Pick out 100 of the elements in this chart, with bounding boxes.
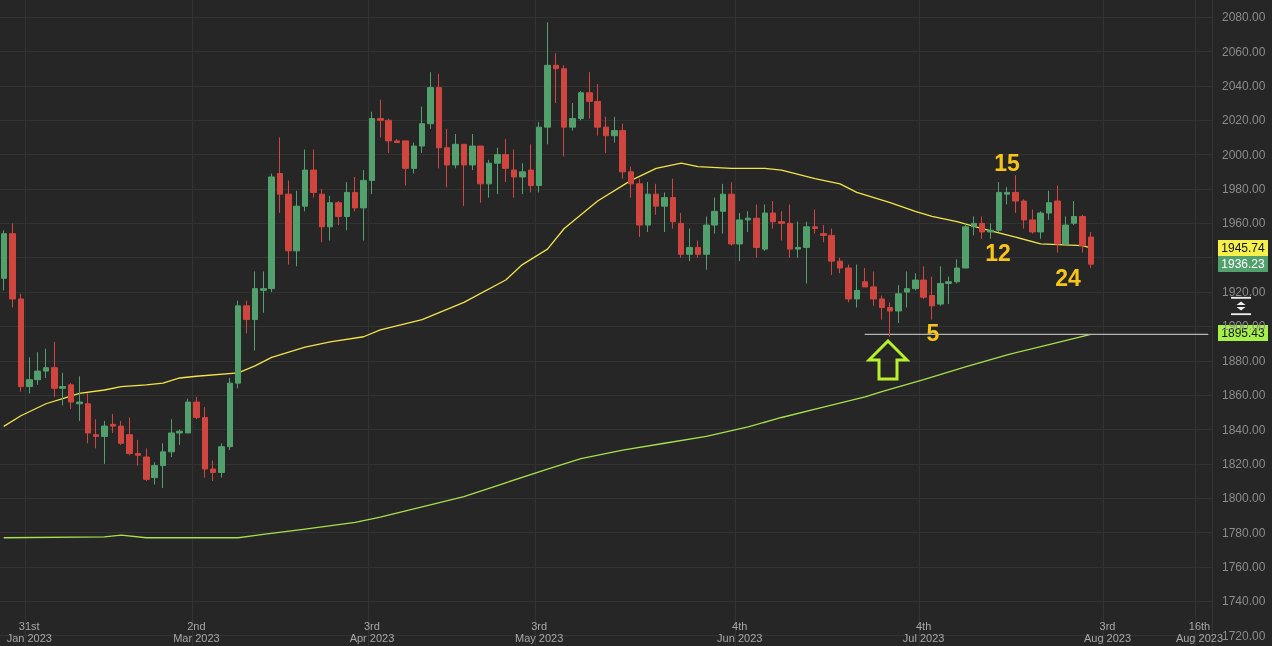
candlestick: [536, 121, 542, 193]
candlestick: [569, 102, 576, 132]
y-tick-label: 1840.00: [1222, 422, 1266, 437]
candlestick: [394, 138, 400, 144]
candlestick: [18, 293, 24, 393]
candlestick: [277, 136, 283, 214]
candlestick: [411, 142, 417, 175]
candlestick: [912, 272, 919, 291]
y-tick-label: 1860.00: [1222, 388, 1266, 403]
y-tick-label: 1880.00: [1222, 353, 1266, 368]
annotation: 24: [1055, 265, 1081, 291]
candlestick: [1012, 174, 1019, 214]
candlestick: [511, 148, 517, 199]
candlestick: [862, 267, 868, 288]
candlestick: [720, 183, 726, 235]
candlestick: [812, 209, 818, 235]
candlestick: [444, 128, 450, 188]
x-tick-label: 16th Aug 2023: [1175, 620, 1224, 644]
x-tick-label: 2nd Mar 2023: [173, 620, 220, 644]
candlestick: [1, 229, 7, 291]
candlestick: [920, 265, 927, 300]
candlestick: [93, 418, 99, 449]
candlestick: [310, 148, 317, 199]
candlestick: [486, 159, 492, 199]
candlestick: [962, 222, 969, 269]
candlestick: [778, 210, 785, 242]
candlestick: [369, 111, 375, 195]
candlestick: [335, 200, 342, 226]
y-tick-label: 1760.00: [1222, 559, 1266, 574]
y-tick-label: 1780.00: [1222, 525, 1266, 540]
candlestick: [193, 396, 200, 420]
candlestick: [110, 413, 116, 434]
candlestick: [753, 203, 760, 259]
candlestick: [1062, 215, 1069, 247]
candlestick: [770, 200, 776, 230]
candlestick: [461, 143, 467, 207]
candlestick: [870, 270, 877, 307]
candlestick: [477, 145, 484, 204]
candlestick: [59, 372, 66, 406]
x-tick-label: 31st Jan 2023: [6, 620, 52, 644]
candlestick: [837, 257, 843, 274]
candlestick: [1021, 198, 1027, 230]
candlestick: [151, 461, 158, 485]
candlestick: [929, 276, 935, 321]
candlestick: [653, 183, 659, 216]
candlestick: [544, 21, 551, 145]
candlestick: [678, 212, 684, 259]
y-tick-label: 1740.00: [1222, 594, 1266, 609]
candlestick: [160, 442, 166, 489]
y-tick-label: 1800.00: [1222, 491, 1266, 506]
candlestick: [327, 195, 333, 242]
candlestick: [603, 116, 609, 154]
candlestick: [494, 147, 501, 195]
candlestick: [43, 348, 49, 379]
x-tick-label: 3rd Apr 2023: [349, 620, 395, 644]
candlestick: [319, 188, 325, 243]
annotation: 12: [985, 240, 1011, 266]
candlestick: [611, 116, 618, 144]
candlestick: [887, 301, 893, 338]
y-tick-label: 1980.00: [1222, 181, 1266, 196]
candlestick: [360, 169, 367, 242]
candlestick: [553, 52, 559, 104]
candlestick: [126, 416, 133, 456]
candlestick: [76, 375, 83, 422]
y-tick-label: 1820.00: [1222, 456, 1266, 471]
y-tick-label: 1720.00: [1222, 628, 1266, 643]
candlestick: [854, 264, 860, 309]
y-tick-label: 2040.00: [1222, 78, 1266, 93]
candlestick: [143, 447, 150, 482]
candlestick: [118, 420, 124, 446]
x-tick-label: 4th Jun 2023: [717, 620, 763, 644]
y-tick-label: 2080.00: [1222, 10, 1266, 25]
candlestick: [736, 212, 743, 262]
candlestick: [762, 203, 768, 252]
candlestick: [954, 258, 960, 284]
candlestick: [1054, 185, 1061, 254]
candlestick: [528, 143, 534, 193]
candlestick: [561, 64, 567, 157]
candlestick: [302, 148, 308, 212]
candlestick: [686, 228, 693, 262]
candlestick: [661, 191, 668, 233]
candlestick: [218, 442, 225, 479]
y-tick-label: 1960.00: [1222, 216, 1266, 231]
candlestick: [235, 300, 241, 389]
x-tick-label: 3rd Aug 2023: [1083, 620, 1132, 644]
x-tick-label: 4th Jul 2023: [902, 620, 945, 644]
candlestick: [1046, 190, 1052, 221]
candlestick: [745, 210, 751, 233]
candlestick: [728, 181, 735, 247]
candlestick: [1079, 214, 1086, 254]
candlestick: [210, 459, 216, 482]
y-tick-label: 2000.00: [1222, 147, 1266, 162]
candlestick: [352, 176, 358, 212]
candlestick: [787, 203, 793, 259]
candlestick: [519, 162, 526, 195]
candlestick: [436, 73, 442, 169]
text: 1936.23: [1221, 257, 1266, 271]
candlestick: [670, 178, 676, 230]
candlestick: [979, 215, 985, 240]
candlestick: [1088, 231, 1094, 269]
